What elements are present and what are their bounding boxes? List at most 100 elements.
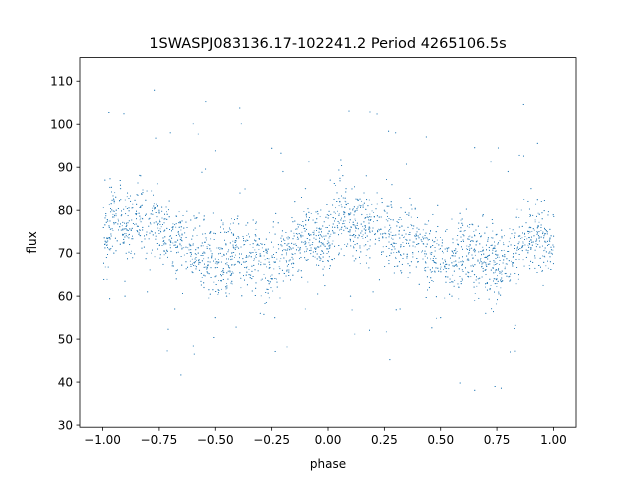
scatter-point — [522, 245, 524, 246]
scatter-point — [255, 221, 257, 223]
scatter-point — [142, 229, 144, 231]
scatter-point — [232, 272, 234, 274]
scatter-point — [462, 271, 464, 272]
scatter-point — [536, 227, 538, 229]
scatter-point — [396, 251, 398, 253]
scatter-point — [289, 247, 291, 249]
scatter-point — [205, 237, 207, 239]
scatter-point — [155, 212, 157, 213]
scatter-point — [360, 251, 362, 253]
scatter-point — [377, 230, 379, 232]
scatter-point — [493, 261, 495, 263]
scatter-point — [347, 227, 348, 229]
scatter-point — [487, 240, 489, 242]
scatter-point — [403, 237, 404, 238]
scatter-point — [307, 259, 309, 260]
scatter-point — [476, 276, 477, 278]
scatter-point — [110, 248, 112, 250]
scatter-point — [541, 245, 543, 247]
scatter-point — [316, 258, 318, 260]
scatter-point — [528, 227, 530, 229]
scatter-point — [338, 222, 340, 224]
scatter-point — [430, 246, 432, 248]
scatter-point — [411, 208, 413, 210]
scatter-point — [494, 250, 496, 252]
scatter-point — [266, 258, 268, 259]
scatter-point — [474, 251, 476, 253]
scatter-point — [499, 271, 501, 272]
scatter-point — [208, 273, 210, 275]
scatter-point — [506, 275, 508, 277]
scatter-point — [329, 247, 330, 249]
scatter-point — [537, 232, 538, 234]
scatter-point — [434, 250, 436, 252]
scatter-point — [185, 268, 187, 270]
scatter-point — [492, 249, 494, 251]
scatter-point — [334, 232, 336, 234]
scatter-point — [216, 247, 218, 249]
scatter-point — [540, 236, 542, 238]
scatter-point — [242, 261, 244, 263]
scatter-point — [176, 269, 178, 271]
scatter-point — [444, 259, 446, 261]
scatter-point — [325, 227, 327, 228]
scatter-point — [104, 247, 106, 249]
scatter-point — [353, 214, 355, 216]
scatter-point — [107, 266, 109, 268]
scatter-point — [190, 253, 192, 255]
scatter-point — [333, 211, 335, 213]
scatter-point — [297, 246, 299, 248]
scatter-point — [482, 270, 484, 272]
scatter-point — [312, 255, 314, 257]
scatter-point — [530, 247, 532, 248]
scatter-point — [134, 253, 136, 255]
scatter-point — [344, 244, 346, 245]
scatter-point — [254, 255, 256, 257]
scatter-point — [338, 205, 340, 207]
scatter-point — [119, 243, 121, 245]
scatter-point — [543, 261, 545, 263]
scatter-point — [489, 288, 491, 290]
scatter-point — [484, 232, 486, 234]
scatter-point — [235, 326, 237, 328]
scatter-point — [284, 273, 285, 274]
scatter-point — [102, 207, 104, 209]
scatter-point — [207, 261, 209, 263]
scatter-point — [123, 113, 125, 115]
scatter-point — [209, 232, 211, 234]
scatter-point — [353, 245, 354, 247]
scatter-point — [365, 244, 367, 246]
scatter-point — [171, 237, 173, 239]
scatter-point — [492, 247, 494, 249]
scatter-point — [552, 249, 554, 251]
scatter-point — [494, 291, 495, 293]
scatter-point — [453, 285, 455, 287]
scatter-point — [123, 228, 125, 230]
scatter-point — [114, 192, 116, 194]
scatter-point — [178, 226, 180, 228]
scatter-point — [393, 272, 395, 274]
scatter-point — [220, 261, 222, 263]
scatter-point — [159, 224, 161, 225]
scatter-point — [349, 208, 351, 210]
scatter-point — [182, 292, 183, 294]
scatter-point — [547, 267, 549, 269]
scatter-point — [514, 245, 516, 246]
scatter-point — [547, 214, 549, 216]
scatter-point — [296, 228, 298, 230]
scatter-point — [543, 210, 545, 212]
scatter-point — [191, 271, 193, 273]
scatter-point — [200, 284, 202, 286]
scatter-point — [498, 268, 500, 270]
scatter-point — [123, 208, 125, 210]
scatter-point — [512, 262, 514, 264]
scatter-point — [489, 254, 490, 256]
scatter-point — [126, 229, 128, 231]
scatter-point — [318, 256, 320, 258]
scatter-point — [150, 230, 152, 232]
scatter-point — [486, 249, 488, 251]
scatter-point — [344, 220, 346, 222]
scatter-point — [388, 205, 390, 207]
scatter-points — [102, 89, 555, 391]
scatter-point — [508, 260, 510, 262]
